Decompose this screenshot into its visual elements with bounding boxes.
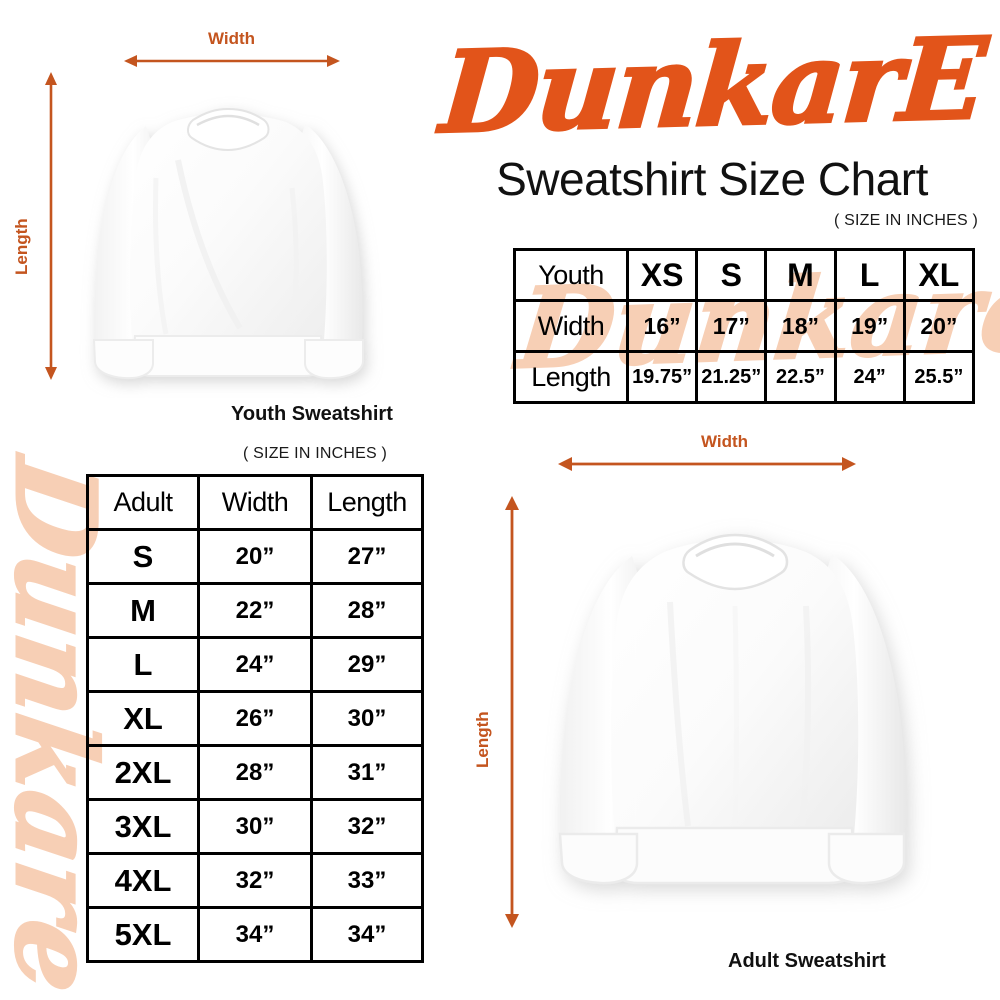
youth-length-xs: 19.75”: [625, 350, 699, 404]
youth-sweatshirt-caption: Youth Sweatshirt: [231, 403, 393, 425]
adult-size-cell: L: [86, 636, 200, 693]
youth-width-label: Width: [208, 29, 256, 48]
brand-logo: DunkarE: [432, 12, 992, 160]
adult-width-cell: 24”: [197, 636, 313, 693]
youth-head-label: Youth: [513, 248, 629, 302]
adult-length-cell: 31”: [310, 744, 424, 801]
youth-size-table: Youth XS S M L XL Width 16” 17” 18” 19” …: [513, 248, 976, 404]
table-header-row: Adult Width Length: [86, 474, 424, 531]
youth-width-l: 19”: [833, 299, 906, 353]
youth-width-label-cell: Width: [513, 299, 629, 353]
youth-length-m: 22.5”: [764, 350, 837, 404]
youth-length-xl: 25.5”: [902, 350, 976, 404]
adult-sweatshirt-image: [558, 533, 907, 885]
table-row: M 22” 28”: [86, 582, 424, 639]
adult-width-cell: 20”: [197, 528, 313, 585]
table-row: 2XL 28” 31”: [86, 744, 424, 801]
youth-size-xs: XS: [625, 248, 699, 302]
adult-length-cell: 30”: [310, 690, 424, 747]
adult-width-cell: 26”: [197, 690, 313, 747]
units-note-youth: ( SIZE IN INCHES ): [833, 212, 978, 229]
table-row: XL 26” 30”: [86, 690, 424, 747]
youth-length-label-cell: Length: [513, 350, 629, 404]
youth-sweatshirt-image: [92, 107, 364, 380]
adult-col-width: Width: [197, 474, 313, 531]
adult-width-cell: 32”: [197, 852, 313, 909]
table-row: Youth XS S M L XL: [513, 248, 976, 302]
table-row: Length 19.75” 21.25” 22.5” 24” 25.5”: [513, 350, 976, 404]
brand-logo-text: DunkarE: [435, 12, 990, 160]
adult-width-label: Width: [701, 432, 749, 451]
table-row: S 20” 27”: [86, 528, 424, 585]
adult-size-cell: 5XL: [86, 906, 200, 963]
adult-col-size: Adult: [86, 474, 200, 531]
youth-size-l: L: [833, 248, 906, 302]
youth-length-arrow: [45, 72, 57, 380]
table-row: 4XL 32” 33”: [86, 852, 424, 909]
adult-size-cell: S: [86, 528, 200, 585]
adult-size-cell: 2XL: [86, 744, 200, 801]
adult-length-cell: 29”: [310, 636, 424, 693]
youth-length-l: 24”: [833, 350, 906, 404]
adult-width-cell: 30”: [197, 798, 313, 855]
adult-sweatshirt-caption: Adult Sweatshirt: [728, 950, 886, 972]
adult-width-cell: 22”: [197, 582, 313, 639]
adult-width-arrow: [558, 457, 856, 471]
youth-length-s: 21.25”: [695, 350, 768, 404]
page-title: Sweatshirt Size Chart: [496, 153, 928, 205]
adult-length-cell: 27”: [310, 528, 424, 585]
youth-length-label: Length: [12, 218, 31, 275]
table-row: Width 16” 17” 18” 19” 20”: [513, 299, 976, 353]
youth-width-m: 18”: [764, 299, 837, 353]
adult-size-cell: 4XL: [86, 852, 200, 909]
adult-size-table: Adult Width Length S 20” 27” M 22” 28” L 24” 29”…: [86, 474, 424, 963]
adult-width-cell: 34”: [197, 906, 313, 963]
youth-size-xl: XL: [902, 248, 976, 302]
youth-width-xl: 20”: [902, 299, 976, 353]
youth-width-arrow: [124, 55, 340, 67]
adult-length-cell: 28”: [310, 582, 424, 639]
adult-length-cell: 33”: [310, 852, 424, 909]
youth-size-m: M: [764, 248, 837, 302]
adult-size-cell: 3XL: [86, 798, 200, 855]
adult-size-cell: M: [86, 582, 200, 639]
adult-length-cell: 34”: [310, 906, 424, 963]
table-row: 5XL 34” 34”: [86, 906, 424, 963]
adult-col-length: Length: [310, 474, 424, 531]
adult-width-cell: 28”: [197, 744, 313, 801]
youth-width-xs: 16”: [625, 299, 699, 353]
table-row: L 24” 29”: [86, 636, 424, 693]
adult-size-cell: XL: [86, 690, 200, 747]
adult-length-label: Length: [473, 711, 492, 768]
youth-width-s: 17”: [695, 299, 768, 353]
adult-length-cell: 32”: [310, 798, 424, 855]
adult-length-arrow: [505, 496, 519, 928]
youth-size-s: S: [695, 248, 768, 302]
units-note-adult: ( SIZE IN INCHES ): [243, 445, 388, 462]
table-row: 3XL 30” 32”: [86, 798, 424, 855]
